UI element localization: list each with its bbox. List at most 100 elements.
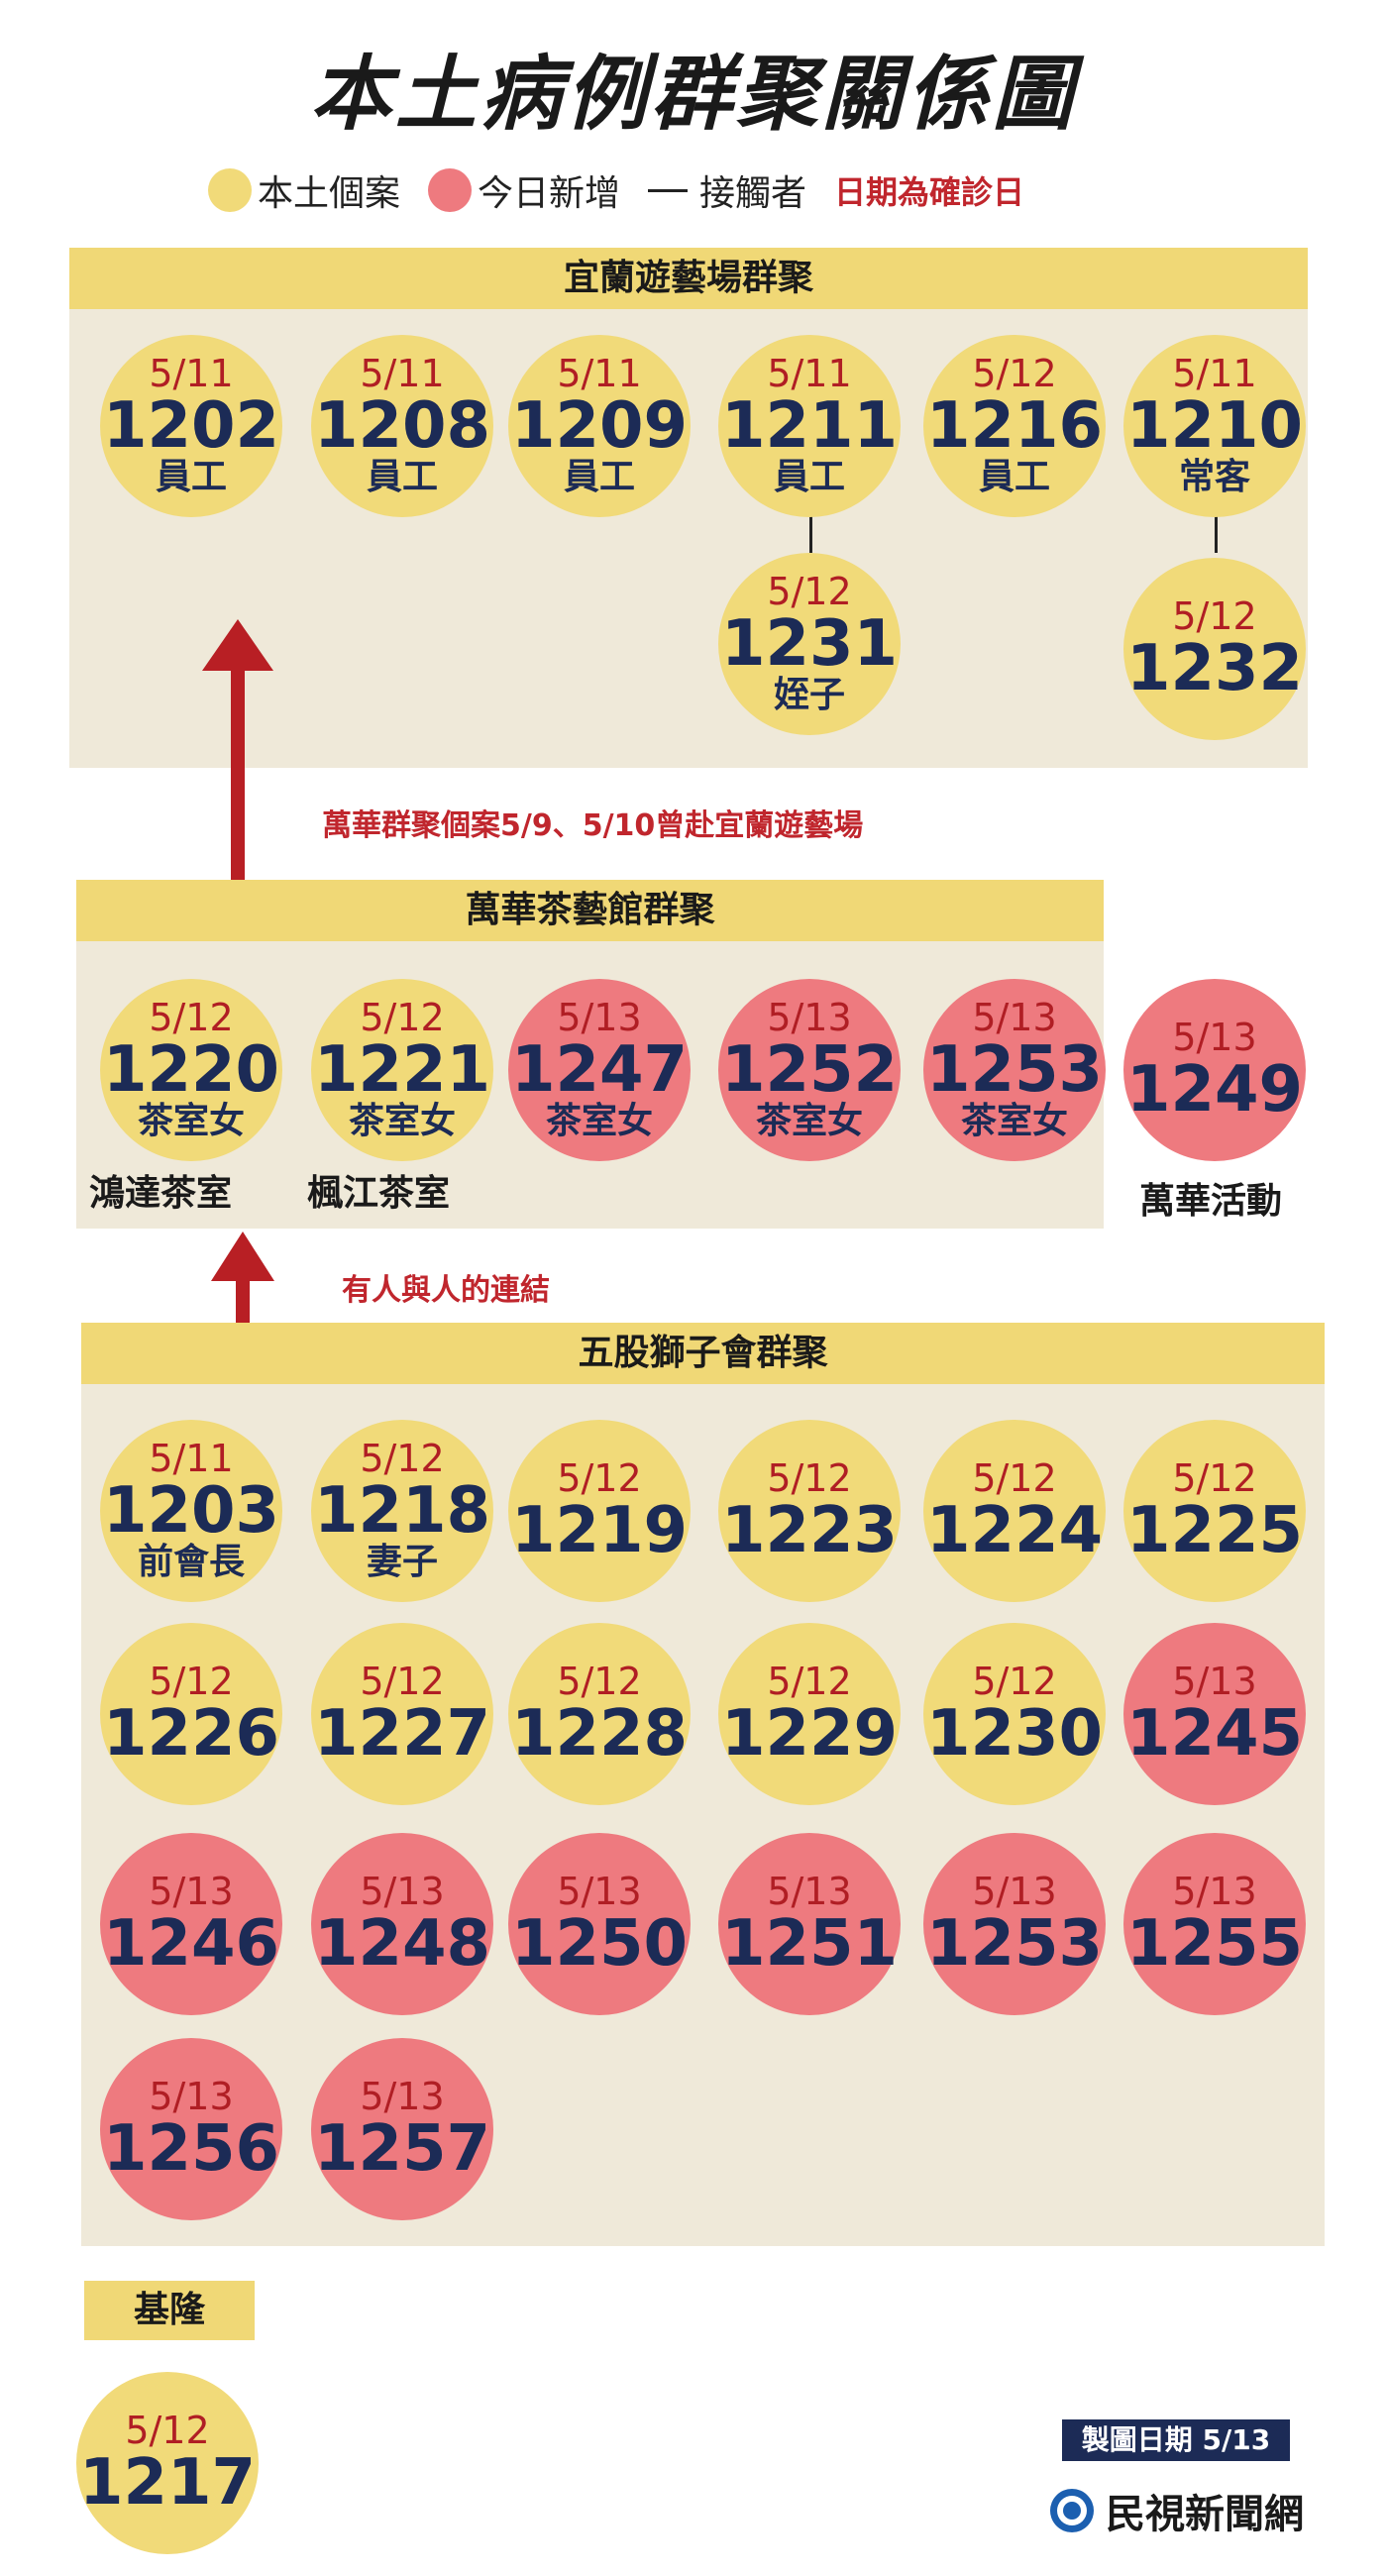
case-id: 1231 — [720, 607, 899, 682]
case-role: 茶室女 — [960, 1101, 1068, 1142]
yilan-cluster-title: 宜蘭遊藝場群聚 — [69, 248, 1308, 309]
case-date: 5/13 — [360, 2075, 445, 2119]
case-role: 茶室女 — [348, 1101, 456, 1142]
legend: 本土個案 今日新增 接觸者 日期為確診日 — [208, 161, 1052, 220]
case-node-1225: 5/12 1225 — [1123, 1420, 1306, 1602]
case-id: 1257 — [313, 2111, 491, 2186]
link-note-wugu-wanhua: 有人與人的連結 — [342, 1273, 550, 1308]
page-title: 本土病例群聚關係圖 — [310, 48, 1077, 142]
case-id: 1252 — [720, 1033, 899, 1108]
wugu-cluster-title: 五股獅子會群聚 — [81, 1323, 1325, 1384]
case-id: 1220 — [102, 1033, 280, 1108]
case-date: 5/12 — [360, 1437, 445, 1481]
case-role: 員工 — [563, 457, 635, 498]
brand: 民視新聞網 — [1048, 2482, 1304, 2539]
case-date: 5/12 — [149, 996, 234, 1040]
case-id: 1224 — [925, 1493, 1104, 1567]
case-id: 1208 — [313, 389, 491, 464]
case-node-1231: 5/12 1231 姪子 — [718, 553, 901, 735]
case-id: 1248 — [313, 1906, 491, 1981]
case-node-1250: 5/13 1250 — [508, 1833, 691, 2015]
case-id: 1226 — [102, 1696, 280, 1771]
case-node-1230: 5/12 1230 — [923, 1623, 1106, 1805]
case-id: 1221 — [313, 1033, 491, 1108]
case-date: 5/12 — [360, 1660, 445, 1704]
case-id: 1202 — [102, 389, 280, 464]
case-node-1255: 5/13 1255 — [1123, 1833, 1306, 2015]
case-id: 1209 — [510, 389, 689, 464]
case-id: 1228 — [510, 1696, 689, 1771]
case-id: 1210 — [1125, 389, 1304, 464]
ftv-logo-icon — [1050, 2489, 1094, 2532]
case-node-1203: 5/11 1203 前會長 — [100, 1420, 282, 1602]
case-id: 1227 — [313, 1696, 491, 1771]
case-id: 1216 — [925, 389, 1104, 464]
case-date: 5/12 — [767, 1456, 852, 1501]
case-id: 1256 — [102, 2111, 280, 2186]
case-date: 5/13 — [972, 996, 1057, 1040]
case-node-1227: 5/12 1227 — [311, 1623, 493, 1805]
case-node-1226: 5/12 1226 — [100, 1623, 282, 1805]
case-date: 5/12 — [557, 1660, 642, 1704]
case-id: 1249 — [1125, 1052, 1304, 1127]
case-node-1249: 5/13 1249 — [1123, 979, 1306, 1161]
case-id: 1232 — [1125, 631, 1304, 705]
case-role: 員工 — [155, 457, 227, 498]
case-role: 妻子 — [366, 1542, 438, 1583]
case-node-1208: 5/11 1208 員工 — [311, 335, 493, 517]
case-id: 1229 — [720, 1696, 899, 1771]
contact-connector — [1215, 515, 1218, 553]
case-node-1209: 5/11 1209 員工 — [508, 335, 691, 517]
chart-date-badge: 製圖日期 5/13 — [1062, 2419, 1290, 2461]
case-date: 5/12 — [125, 2409, 210, 2453]
case-date: 5/13 — [149, 1870, 234, 1914]
case-node-1223: 5/12 1223 — [718, 1420, 901, 1602]
case-node-1220: 5/12 1220 茶室女 — [100, 979, 282, 1161]
legend-contact: 接觸者 — [648, 164, 806, 216]
case-date: 5/12 — [972, 1456, 1057, 1501]
case-date: 5/11 — [149, 352, 234, 396]
legend-local-label: 本土個案 — [258, 173, 401, 214]
case-node-1247: 5/13 1247 茶室女 — [508, 979, 691, 1161]
case-id: 1211 — [720, 389, 899, 464]
case-id: 1225 — [1125, 1493, 1304, 1567]
case-date: 5/13 — [1172, 1016, 1257, 1060]
case-date: 5/11 — [1172, 352, 1257, 396]
case-id: 1223 — [720, 1493, 899, 1567]
case-id: 1253 — [925, 1906, 1104, 1981]
case-node-1253: 5/13 1253 茶室女 — [923, 979, 1106, 1161]
case-role: 員工 — [978, 457, 1050, 498]
local-swatch-icon — [208, 168, 252, 212]
wanhua-event-label: 萬華活動 — [1139, 1181, 1283, 1222]
case-node-1224: 5/12 1224 — [923, 1420, 1106, 1602]
case-date: 5/13 — [149, 2075, 234, 2119]
new-swatch-icon — [428, 168, 473, 212]
case-role: 常客 — [1178, 457, 1250, 498]
case-date: 5/13 — [767, 1870, 852, 1914]
case-id: 1217 — [78, 2445, 257, 2520]
case-id: 1253 — [925, 1033, 1104, 1108]
case-date: 5/13 — [557, 1870, 642, 1914]
case-node-1232: 5/12 1232 — [1123, 558, 1306, 740]
case-date: 5/12 — [1172, 1456, 1257, 1501]
case-id: 1219 — [510, 1493, 689, 1567]
case-date: 5/12 — [767, 570, 852, 614]
wanhua-cluster-title: 萬華茶藝館群聚 — [76, 880, 1104, 941]
case-date: 5/13 — [1172, 1870, 1257, 1914]
brand-name: 民視新聞網 — [1106, 2492, 1304, 2537]
case-date: 5/11 — [149, 1437, 234, 1481]
case-node-1202: 5/11 1202 員工 — [100, 335, 282, 517]
case-role: 茶室女 — [137, 1101, 245, 1142]
keelung-title: 基隆 — [84, 2281, 255, 2340]
yilan-cluster-panel — [69, 248, 1308, 768]
case-node-1228: 5/12 1228 — [508, 1623, 691, 1805]
case-date: 5/12 — [767, 1660, 852, 1704]
case-id: 1250 — [510, 1906, 689, 1981]
case-id: 1218 — [313, 1474, 491, 1549]
case-id: 1230 — [925, 1696, 1104, 1771]
case-date: 5/12 — [972, 1660, 1057, 1704]
contact-connector — [809, 515, 812, 553]
case-date: 5/12 — [360, 996, 445, 1040]
link-arrow-icon — [202, 619, 273, 931]
contact-line-icon — [648, 188, 689, 192]
